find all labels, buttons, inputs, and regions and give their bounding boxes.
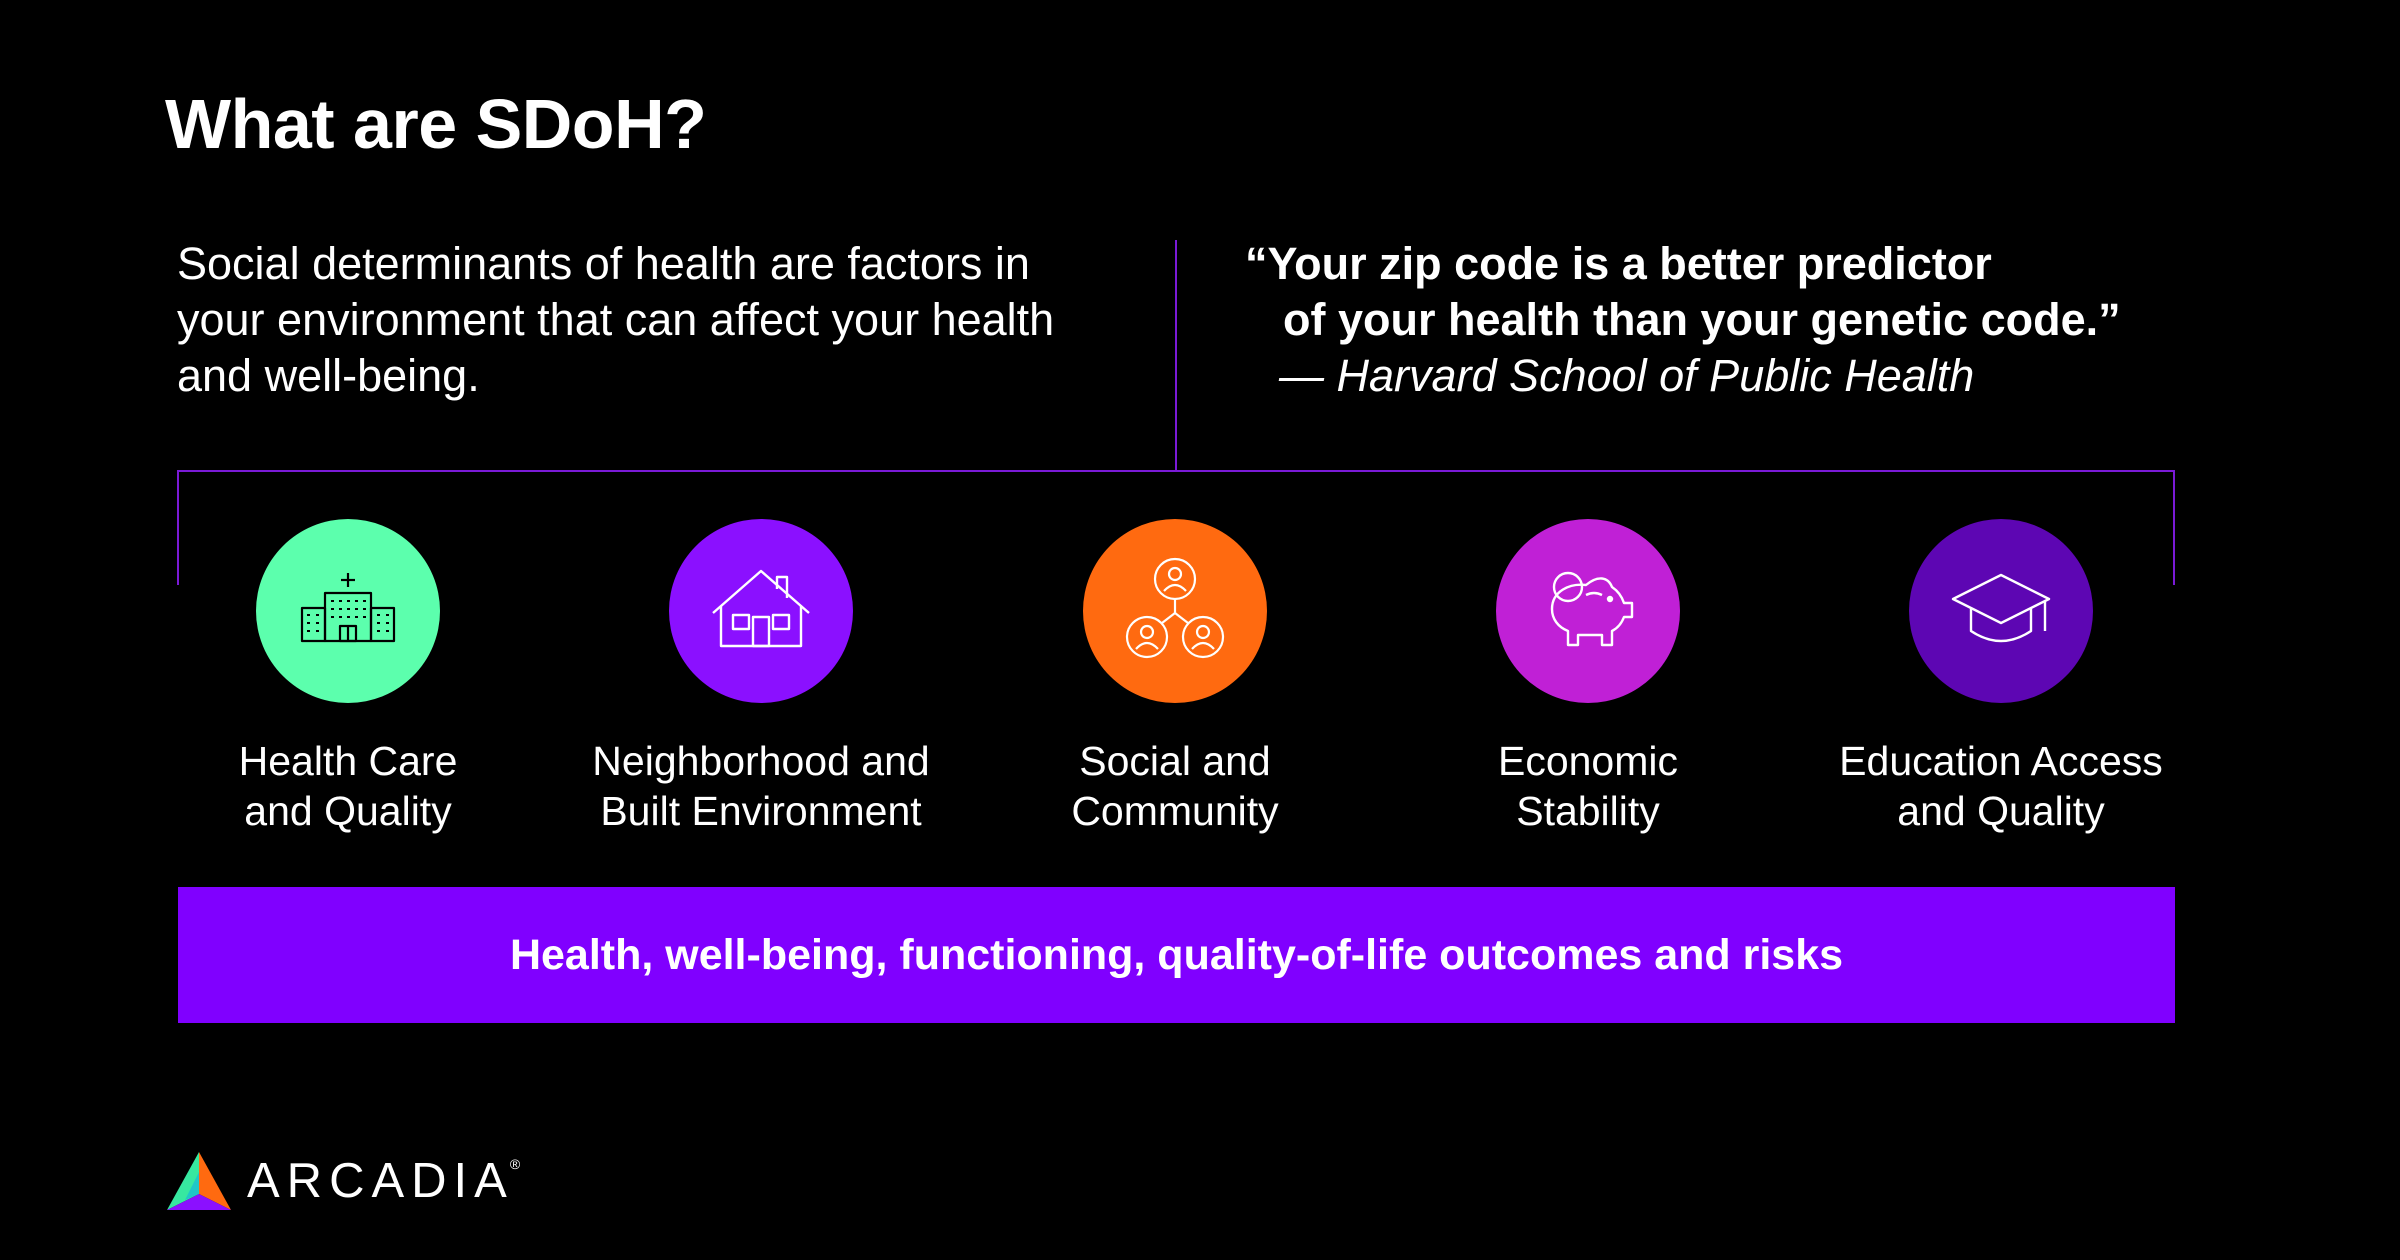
category-social-community: Social and Community [995,519,1355,836]
category-health-care: Health Care and Quality [168,519,528,836]
graduation-cap-icon [1909,519,2093,703]
category-label: Education Access and Quality [1821,736,2181,836]
piggy-bank-icon [1496,519,1680,703]
bracket-left-line [177,470,179,585]
quote-line-2: of your health than your genetic code.” [1283,294,2121,345]
category-label-line-1: Economic [1497,738,1678,784]
category-label-line-2: Built Environment [600,788,922,834]
hospital-icon [256,519,440,703]
category-label-line-2: and Quality [1897,788,2105,834]
bracket-top-line [177,470,2175,472]
house-icon [669,519,853,703]
category-label: Social and Community [995,736,1355,836]
quote-attribution: — Harvard School of Public Health [1279,350,1975,401]
category-label: Health Care and Quality [168,736,528,836]
category-label-line-1: Social and [1079,738,1271,784]
arcadia-logo-mark-icon [167,1152,231,1210]
category-label-line-2: and Quality [244,788,452,834]
category-economic-stability: Economic Stability [1408,519,1768,836]
banner-text: Health, well-being, functioning, quality… [509,930,1844,979]
category-label-line-2: Stability [1516,788,1660,834]
category-label-line-1: Education Access [1839,738,2163,784]
quote-block: “Your zip code is a better predictor of … [1245,236,2245,404]
category-label: Economic Stability [1408,736,1768,836]
vertical-divider [1175,240,1177,471]
category-education: Education Access and Quality [1821,519,2181,836]
category-neighborhood: Neighborhood and Built Environment [581,519,941,836]
quote-line-1: “Your zip code is a better predictor [1245,238,1992,289]
arcadia-logo: ARCADIA® [165,1150,527,1212]
logo-wordmark: ARCADIA® [247,1153,528,1208]
category-label: Neighborhood and Built Environment [581,736,941,836]
category-label-line-1: Health Care [238,738,458,784]
logo-text: ARCADIA [247,1153,514,1208]
community-icon [1083,519,1267,703]
category-label-line-2: Community [1071,788,1279,834]
bracket-right-line [2173,470,2175,585]
category-label-line-1: Neighborhood and [592,738,930,784]
page-title: What are SDoH? [165,85,707,163]
registered-mark: ® [509,1155,528,1172]
outcomes-banner: Health, well-being, functioning, quality… [178,887,2175,1023]
definition-text: Social determinants of health are factor… [177,238,1055,401]
